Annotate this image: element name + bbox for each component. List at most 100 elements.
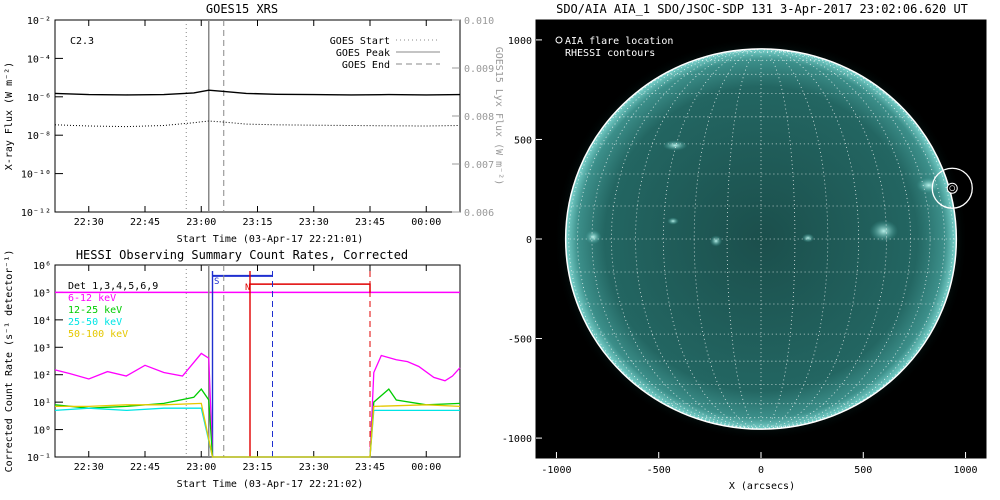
aia-x-tick-label: 1000 bbox=[953, 465, 977, 476]
grid-longitude bbox=[662, 48, 762, 430]
aia-xlabel: X (arcsecs) bbox=[729, 481, 795, 492]
hessi-ylabel: Corrected Count Rate (s⁻¹ detector⁻¹) bbox=[4, 250, 15, 473]
x-tick-label: 22:45 bbox=[130, 462, 160, 473]
x-tick-label: 00:00 bbox=[411, 217, 441, 228]
active-region bbox=[662, 140, 688, 151]
flare-location-circle bbox=[931, 167, 973, 209]
goes-legend-start: GOES Start bbox=[330, 36, 390, 47]
y-tick-label: 10⁻¹ bbox=[27, 453, 51, 464]
aia-marks bbox=[553, 37, 973, 441]
x-tick-label: 23:30 bbox=[299, 462, 329, 473]
aia-y-tick-label: -1000 bbox=[502, 434, 532, 445]
y-tick-label: 10⁵ bbox=[33, 288, 51, 299]
x-tick-label: 23:45 bbox=[355, 462, 385, 473]
hessi-series-50-100-keV bbox=[55, 402, 461, 458]
x-tick-label: 22:30 bbox=[74, 217, 104, 228]
hessi-title: HESSI Observing Summary Count Rates, Cor… bbox=[76, 248, 408, 262]
x-tick-label: 23:15 bbox=[242, 462, 272, 473]
grid-longitude bbox=[760, 48, 796, 430]
x-tick-label: 22:45 bbox=[130, 217, 160, 228]
aia-y-tick-label: 1000 bbox=[508, 36, 532, 47]
rhessi-contour bbox=[949, 185, 956, 192]
hessi-s-label: S bbox=[214, 277, 219, 287]
goes-long-channel-line bbox=[54, 89, 461, 96]
goes-ylabel: X-ray Flux (W m⁻²) bbox=[4, 62, 15, 170]
y-tick-label: 10⁻¹⁰ bbox=[21, 170, 51, 181]
y-tick-label: 10⁰ bbox=[33, 426, 51, 437]
goes-legend-peak: GOES Peak bbox=[336, 48, 390, 59]
aia-title: SDO/AIA AIA_1 SDO/JSOC-SDP 131 3-Apr-201… bbox=[556, 2, 968, 16]
hessi-xlabel: Start Time (03-Apr-17 22:21:02) bbox=[177, 479, 364, 490]
goes-plot-frame bbox=[54, 19, 461, 213]
aia-legend-rhessi: RHESSI contours bbox=[565, 48, 655, 59]
right-y-tick-label: 0.008 bbox=[464, 112, 494, 123]
active-region bbox=[667, 217, 679, 225]
grid-longitude bbox=[576, 48, 762, 430]
y-tick-label: 10¹ bbox=[33, 398, 51, 409]
x-tick-label: 23:00 bbox=[186, 462, 216, 473]
hessi-series-12-25-keV bbox=[54, 388, 461, 458]
y-tick-label: 10⁻⁴ bbox=[27, 54, 51, 65]
limb bbox=[564, 48, 958, 430]
y-tick-label: 10⁴ bbox=[33, 316, 51, 327]
x-tick-label: 23:45 bbox=[355, 217, 385, 228]
hessi-legend-detectors: Det 1,3,4,5,6,9 bbox=[68, 281, 158, 292]
goes-flare-class: C2.3 bbox=[70, 36, 94, 47]
goes-marks: 22:30 22:45 23:00 23:15 23:30 23:45 00:00 10⁻¹²… bbox=[21, 16, 494, 228]
hessi-legend-6-12: 6-12 keV bbox=[68, 293, 116, 304]
goes-title: GOES15 XRS bbox=[206, 2, 278, 16]
aia-y-tick-label: 0 bbox=[526, 235, 532, 246]
hessi-legend-12-25: 12-25 keV bbox=[68, 305, 122, 316]
hessi-plot-frame bbox=[54, 264, 461, 458]
aia-x-tick-label: 0 bbox=[758, 465, 764, 476]
solar-disk bbox=[565, 48, 957, 430]
hessi-panel: HESSI Observing Summary Count Rates, Cor… bbox=[4, 248, 461, 490]
aia-y-tick-label: 500 bbox=[514, 135, 532, 146]
active-region bbox=[801, 233, 815, 243]
aia-legend: AIA flare location RHESSI contours bbox=[555, 36, 673, 59]
active-region bbox=[585, 229, 602, 245]
hessi-marks: 22:30 22:45 23:00 23:15 23:30 23:45 00:00 10⁻¹ 1… bbox=[27, 261, 461, 473]
x-tick-label: 23:30 bbox=[299, 217, 329, 228]
x-tick-label: 23:00 bbox=[186, 217, 216, 228]
y-tick-label: 10³ bbox=[33, 343, 51, 354]
aia-x-tick-label: -1000 bbox=[541, 465, 571, 476]
goes-panel: GOES15 XRS 22:30 22:45 23:00 23:15 23:30 23:4… bbox=[4, 2, 504, 245]
grid-longitude bbox=[760, 48, 912, 430]
right-y-tick-label: 0.006 bbox=[464, 208, 494, 219]
x-tick-label: 22:30 bbox=[74, 462, 104, 473]
aia-y-tick-label: -500 bbox=[508, 335, 532, 346]
aia-panel: SDO/AIA AIA_1 SDO/JSOC-SDP 131 3-Apr-201… bbox=[502, 2, 987, 492]
y-tick-label: 10⁻¹² bbox=[21, 208, 51, 219]
grid-longitude bbox=[760, 48, 946, 430]
hessi-legend: Det 1,3,4,5,6,9 6-12 keV 12-25 keV 25-50… bbox=[68, 281, 158, 340]
active-region bbox=[916, 177, 942, 194]
right-y-tick-label: 0.007 bbox=[464, 160, 494, 171]
grid-longitude bbox=[610, 48, 762, 430]
active-region bbox=[869, 220, 899, 242]
hessi-legend-50-100: 50-100 keV bbox=[68, 329, 128, 340]
hessi-legend-25-50: 25-50 keV bbox=[68, 317, 122, 328]
goes-short-channel-line bbox=[54, 120, 461, 128]
aia-x-tick-label: -500 bbox=[647, 465, 671, 476]
active-region bbox=[709, 235, 723, 247]
x-tick-label: 23:15 bbox=[242, 217, 272, 228]
aia-legend-circle-icon bbox=[555, 36, 563, 44]
right-y-tick-label: 0.009 bbox=[464, 64, 494, 75]
hessi-n-label: N bbox=[245, 283, 250, 293]
y-tick-label: 10² bbox=[33, 371, 51, 382]
grid-longitude bbox=[760, 48, 860, 430]
x-tick-label: 00:00 bbox=[411, 462, 441, 473]
right-y-tick-label: 0.010 bbox=[464, 16, 494, 27]
y-tick-label: 10⁻⁶ bbox=[27, 93, 51, 104]
y-tick-label: 10⁻² bbox=[27, 16, 51, 27]
goes-legend-end: GOES End bbox=[342, 60, 390, 71]
aia-x-tick-label: 500 bbox=[854, 465, 872, 476]
goes-legend: GOES Start GOES Peak GOES End bbox=[330, 36, 440, 71]
y-tick-label: 10⁶ bbox=[33, 261, 51, 272]
aia-legend-flare: AIA flare location bbox=[565, 36, 673, 47]
y-tick-label: 10⁻⁸ bbox=[27, 131, 51, 142]
goes-xlabel: Start Time (03-Apr-17 22:21:01) bbox=[177, 234, 364, 245]
grid-longitude bbox=[726, 48, 762, 430]
